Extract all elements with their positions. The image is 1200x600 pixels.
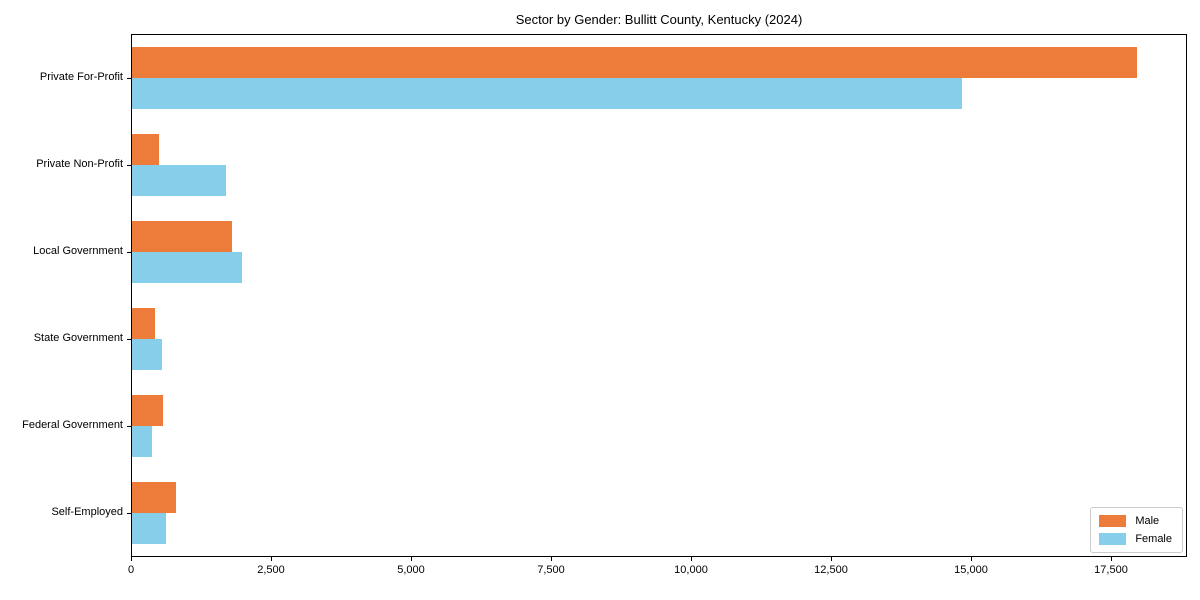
y-tick-label: State Government [33, 332, 123, 344]
x-tick-label: 2,500 [257, 564, 285, 576]
chart-title: Sector by Gender: Bullitt County, Kentuc… [515, 12, 803, 27]
bar-female-3 [132, 339, 162, 370]
bar-male-4 [132, 395, 163, 426]
bar-male-0 [132, 47, 1137, 78]
y-tick-label: Self-Employed [51, 506, 123, 518]
x-tick-label: 15,000 [954, 564, 988, 576]
legend: Male Female [1090, 507, 1183, 553]
bar-male-1 [132, 134, 159, 165]
y-tick-mark [127, 426, 131, 427]
bar-female-2 [132, 252, 242, 283]
x-tick-label: 7,500 [537, 564, 565, 576]
bar-female-0 [132, 78, 962, 109]
y-tick-label: Local Government [33, 245, 123, 257]
y-tick-mark [127, 252, 131, 253]
legend-entry-female: Female [1099, 533, 1172, 545]
x-tick-mark [551, 557, 552, 561]
x-tick-mark [691, 557, 692, 561]
x-tick-label: 5,000 [397, 564, 425, 576]
bar-male-5 [132, 482, 176, 513]
y-tick-label: Federal Government [22, 419, 123, 431]
x-tick-label: 12,500 [814, 564, 848, 576]
legend-label: Male [1135, 515, 1160, 527]
x-tick-mark [1111, 557, 1112, 561]
bar-male-2 [132, 221, 232, 252]
x-tick-mark [411, 557, 412, 561]
x-tick-label: 17,500 [1094, 564, 1128, 576]
y-tick-label: Private Non-Profit [36, 158, 123, 170]
x-tick-mark [831, 557, 832, 561]
legend-label: Female [1135, 533, 1172, 545]
bar-male-3 [132, 308, 155, 339]
y-tick-mark [127, 339, 131, 340]
x-tick-label: 0 [127, 564, 135, 576]
x-tick-mark [131, 557, 132, 561]
bar-female-5 [132, 513, 166, 544]
legend-swatch-female [1099, 533, 1127, 545]
x-tick-mark [971, 557, 972, 561]
y-tick-mark [127, 513, 131, 514]
plot-area [131, 34, 1187, 557]
legend-entry-male: Male [1099, 515, 1172, 527]
y-tick-label: Private For-Profit [39, 71, 123, 83]
x-tick-label: 10,000 [674, 564, 708, 576]
x-tick-mark [271, 557, 272, 561]
legend-swatch-male [1099, 515, 1127, 527]
y-tick-mark [127, 78, 131, 79]
bar-female-1 [132, 165, 226, 196]
bar-female-4 [132, 426, 152, 457]
y-tick-mark [127, 165, 131, 166]
